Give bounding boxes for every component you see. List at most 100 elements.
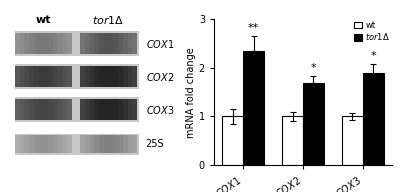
Bar [123, 66, 128, 87]
Bar [104, 33, 109, 54]
Bar [104, 135, 109, 153]
Bar [58, 99, 62, 120]
Bar [29, 135, 34, 153]
Bar [132, 33, 137, 54]
Bar [53, 99, 58, 120]
Bar [128, 33, 132, 54]
Bar [132, 135, 137, 153]
Bar [38, 99, 44, 120]
Bar [99, 99, 104, 120]
Bar [109, 66, 114, 87]
Bar [20, 66, 24, 87]
Bar [29, 66, 34, 87]
Bar [99, 33, 104, 54]
Bar [303, 83, 324, 165]
FancyBboxPatch shape [15, 64, 139, 89]
Bar [43, 66, 48, 87]
Bar [128, 135, 132, 153]
Bar [94, 66, 99, 87]
Y-axis label: mRNA fold change: mRNA fold change [186, 47, 196, 137]
FancyBboxPatch shape [15, 97, 139, 122]
Text: $\mathit{COX1}$: $\mathit{COX1}$ [146, 38, 174, 50]
Bar [43, 33, 48, 54]
Bar [48, 66, 53, 87]
Bar [20, 99, 24, 120]
Bar [80, 135, 85, 153]
Bar [15, 135, 20, 153]
Bar [38, 33, 44, 54]
Bar [62, 66, 67, 87]
Bar [342, 117, 363, 165]
Bar [80, 33, 85, 54]
Bar [109, 135, 114, 153]
Bar [118, 99, 123, 120]
Bar [99, 135, 104, 153]
Bar [48, 99, 53, 120]
Bar [53, 33, 58, 54]
Legend: wt, $\mathit{tor1\Delta}$: wt, $\mathit{tor1\Delta}$ [353, 20, 391, 43]
Bar [53, 135, 58, 153]
Bar [123, 33, 128, 54]
Bar [128, 66, 132, 87]
Bar [113, 99, 118, 120]
Bar [67, 99, 72, 120]
Bar [104, 66, 109, 87]
Bar [15, 66, 20, 87]
Bar [20, 33, 24, 54]
Bar [109, 33, 114, 54]
Bar [29, 33, 34, 54]
FancyBboxPatch shape [15, 134, 139, 155]
Bar [90, 33, 95, 54]
Bar [67, 33, 72, 54]
Bar [58, 66, 62, 87]
Bar [109, 99, 114, 120]
Bar [38, 135, 44, 153]
Bar [80, 66, 85, 87]
FancyBboxPatch shape [15, 31, 139, 56]
Bar [99, 66, 104, 87]
Bar [34, 33, 39, 54]
Bar [123, 99, 128, 120]
Bar [80, 99, 85, 120]
Bar [118, 66, 123, 87]
Bar [43, 99, 48, 120]
Bar [34, 99, 39, 120]
Bar [53, 66, 58, 87]
Bar [90, 66, 95, 87]
Bar [132, 99, 137, 120]
Bar [94, 135, 99, 153]
Bar [85, 33, 90, 54]
Bar [15, 99, 20, 120]
Bar [113, 66, 118, 87]
Bar [58, 135, 62, 153]
Text: **: ** [248, 23, 259, 33]
Bar [48, 135, 53, 153]
Bar [24, 135, 29, 153]
Bar [67, 135, 72, 153]
Bar [38, 66, 44, 87]
Bar [128, 99, 132, 120]
Bar [85, 135, 90, 153]
Bar [132, 66, 137, 87]
Bar [113, 135, 118, 153]
Bar [24, 33, 29, 54]
Bar [90, 99, 95, 120]
Bar [104, 99, 109, 120]
Bar [43, 135, 48, 153]
Bar [15, 33, 20, 54]
Text: *: * [371, 50, 376, 60]
Bar [34, 66, 39, 87]
Bar [363, 73, 384, 165]
Bar [118, 135, 123, 153]
Text: $\mathit{tor1\Delta}$: $\mathit{tor1\Delta}$ [92, 14, 125, 26]
Bar [58, 33, 62, 54]
Bar [94, 99, 99, 120]
Bar [85, 66, 90, 87]
Text: *: * [311, 63, 316, 73]
Bar [85, 99, 90, 120]
Bar [113, 33, 118, 54]
Bar [48, 33, 53, 54]
Bar [34, 135, 39, 153]
Bar [24, 66, 29, 87]
Bar [67, 66, 72, 87]
